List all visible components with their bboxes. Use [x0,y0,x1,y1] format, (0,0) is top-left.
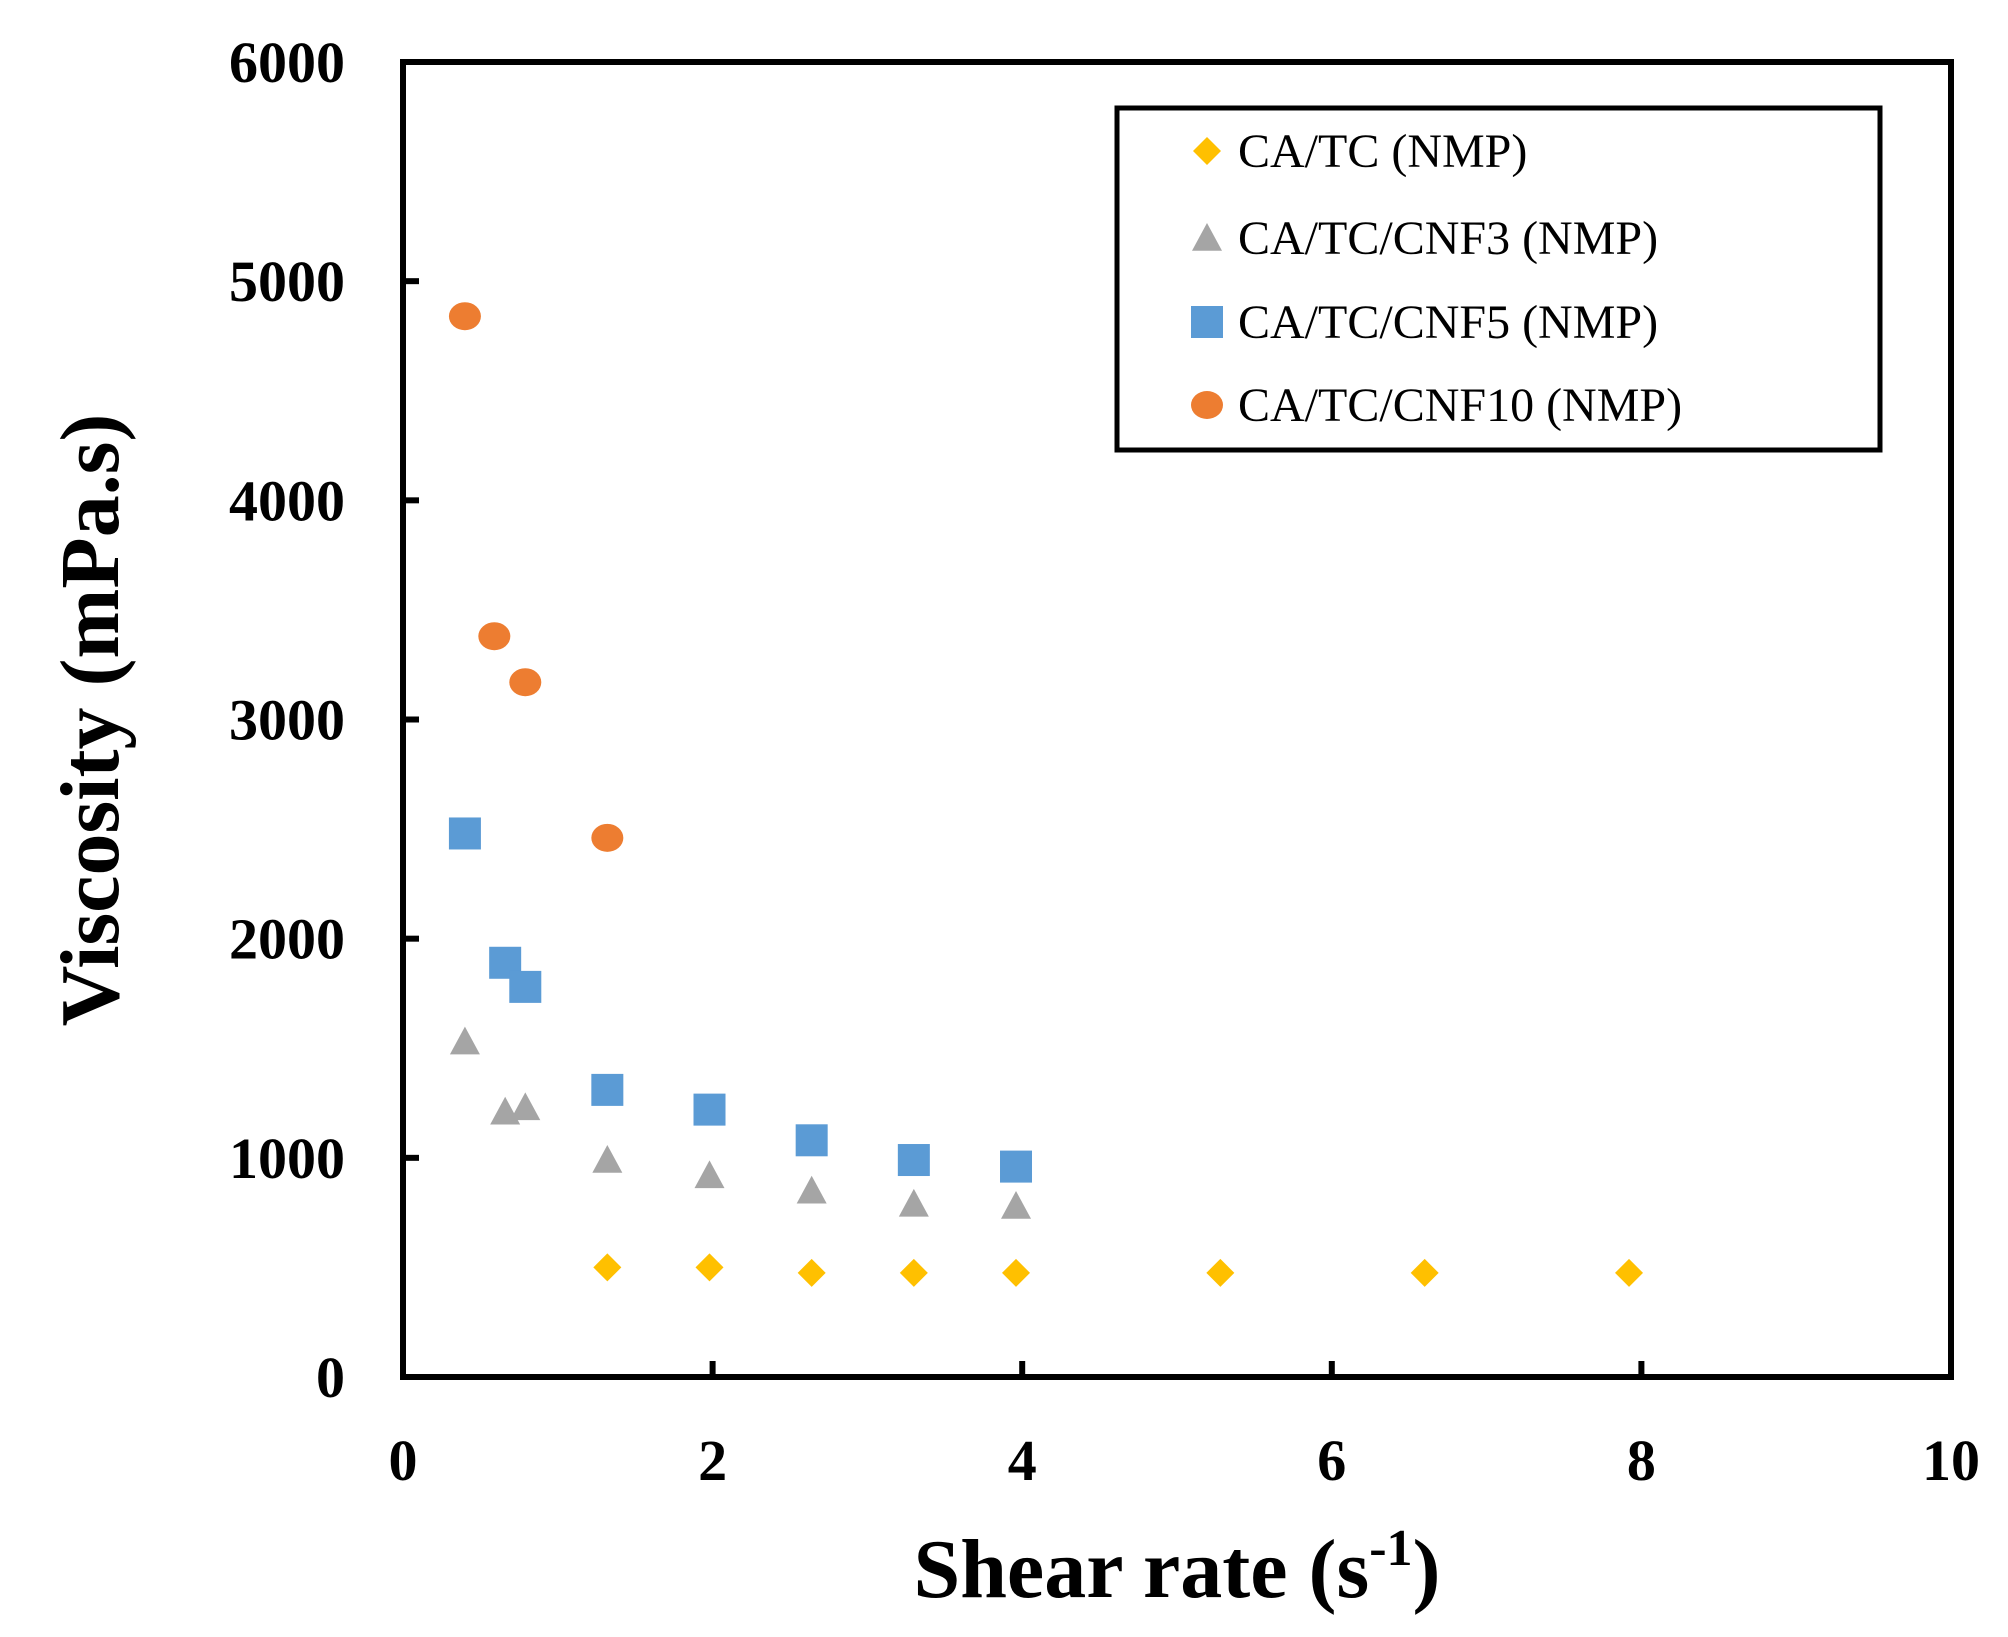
data-point [1206,1258,1235,1287]
data-point [510,1092,541,1121]
data-point [693,1093,726,1126]
x-axis-title-main: Shear rate (s [914,1523,1370,1616]
data-point [592,1145,623,1173]
data-point [509,668,542,697]
legend-item: CA/TC/CNF5 (NMP) [1191,296,1658,349]
x-tick-label: 2 [698,1428,727,1493]
y-axis-title: Viscosity (mPa.s) [44,414,137,1027]
data-point [509,970,542,1003]
y-tick-label: 6000 [229,30,345,95]
y-tick-label: 3000 [229,688,345,753]
legend-item: CA/TC (NMP) [1193,125,1527,178]
legend: CA/TC (NMP) CA/TC/CNF3 (NMP) CA/TC/CNF5 (N… [1114,105,1883,453]
x-tick-label: 4 [1008,1428,1037,1493]
legend-marker [1191,306,1223,338]
data-point [1000,1150,1033,1183]
legend-label: CA/TC/CNF10 (NMP) [1238,379,1682,432]
y-axis: 0 1000 2000 3000 4000 5000 6000 [229,30,419,1410]
x-tick-label: 6 [1317,1428,1346,1493]
data-point [591,1073,624,1106]
legend-marker [1193,137,1221,165]
data-point [695,1253,724,1282]
x-tick-label: 0 [389,1428,418,1493]
x-axis-title: Shear rate (s-1) [914,1520,1441,1616]
data-point [694,1160,725,1189]
series-2 [449,1026,1032,1219]
data-point [797,1258,826,1287]
legend-label: CA/TC/CNF5 (NMP) [1238,296,1658,349]
legend-item: CA/TC/CNF10 (NMP) [1191,379,1682,432]
y-tick-label: 0 [316,1345,345,1410]
data-point [1002,1258,1031,1287]
x-axis-title-suffix: ) [1413,1523,1441,1616]
legend-items: CA/TC (NMP) CA/TC/CNF3 (NMP) CA/TC/CNF5 (N… [1191,125,1682,432]
data-point [1615,1258,1644,1287]
legend-label: CA/TC (NMP) [1238,125,1527,178]
legend-marker [1191,391,1223,419]
data-point [899,1258,928,1287]
x-tick-label: 8 [1627,1428,1656,1493]
data-point [795,1124,828,1157]
x-axis-title-superscript: -1 [1369,1520,1412,1577]
x-tick-label: 10 [1922,1428,1980,1493]
y-tick-label: 2000 [229,907,345,972]
data-point [796,1175,827,1204]
data-point [1410,1258,1439,1287]
data-point [591,823,624,852]
y-tick-label: 4000 [229,468,345,533]
series-4 [448,302,624,852]
data-point [1001,1191,1032,1219]
data-point [449,1026,480,1055]
data-point [478,622,511,651]
legend-box [1114,105,1883,453]
legend-label: CA/TC/CNF3 (NMP) [1238,212,1658,265]
y-tick-label: 5000 [229,249,345,314]
series-1 [593,1253,1644,1287]
data-point [897,1144,930,1177]
data-points [448,302,1644,1287]
data-point [898,1188,929,1217]
data-point [593,1253,622,1282]
y-tick-label: 1000 [229,1126,345,1191]
series-3 [448,817,1033,1183]
legend-item: CA/TC/CNF3 (NMP) [1192,212,1658,265]
legend-marker [1192,223,1222,251]
data-point [448,302,481,331]
data-point [448,817,481,850]
x-axis: 0 2 4 6 8 10 [389,1361,1980,1493]
